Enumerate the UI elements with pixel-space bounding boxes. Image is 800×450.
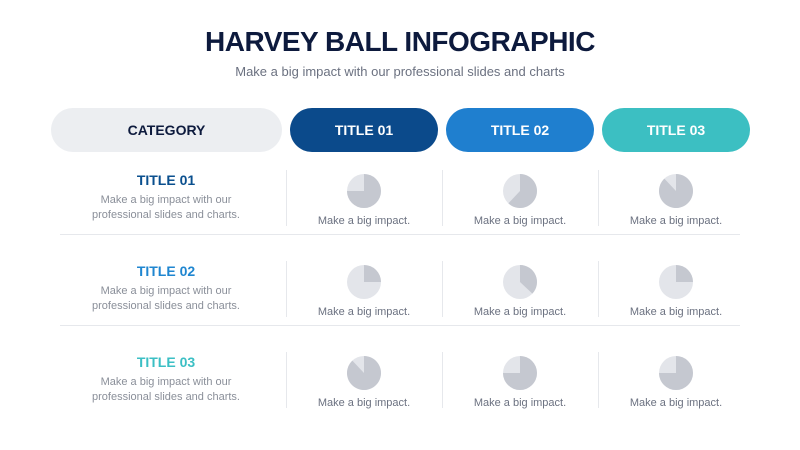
column-divider bbox=[598, 170, 599, 226]
ball-fill bbox=[659, 174, 693, 209]
ball-fill bbox=[346, 356, 382, 390]
column-divider bbox=[442, 170, 443, 226]
column-divider bbox=[286, 352, 287, 408]
column-divider bbox=[598, 261, 599, 317]
cell-label: Make a big impact. bbox=[317, 306, 411, 318]
ball-fill bbox=[659, 356, 693, 390]
row-description: Make a big impact with our professional … bbox=[92, 194, 240, 221]
row-title: TITLE 02 bbox=[136, 263, 196, 279]
cell-label: Make a big impact. bbox=[317, 215, 411, 227]
title: HARVEY BALL INFOGRAPHIC bbox=[205, 26, 595, 57]
row-title: TITLE 01 bbox=[136, 172, 196, 188]
subtitle: Make a big impact with our professional … bbox=[235, 64, 565, 79]
ball-fill bbox=[508, 174, 537, 208]
cell-label: Make a big impact. bbox=[629, 306, 723, 318]
row-description: Make a big impact with our professional … bbox=[92, 376, 240, 403]
row-description: Make a big impact with our professional … bbox=[92, 285, 240, 312]
cell-label: Make a big impact. bbox=[629, 215, 723, 227]
category-header: CATEGORY bbox=[51, 108, 282, 152]
column-header: TITLE 03 bbox=[602, 108, 750, 152]
column-header: TITLE 01 bbox=[290, 108, 438, 152]
ball-fill bbox=[520, 265, 538, 294]
column-divider bbox=[598, 352, 599, 408]
cell-label: Make a big impact. bbox=[317, 397, 411, 409]
row-title: TITLE 03 bbox=[136, 354, 196, 370]
cell-label: Make a big impact. bbox=[473, 397, 567, 409]
column-divider bbox=[286, 261, 287, 317]
column-divider bbox=[286, 170, 287, 226]
column-divider bbox=[442, 261, 443, 317]
cell-label: Make a big impact. bbox=[629, 397, 723, 409]
ball-fill bbox=[364, 265, 381, 282]
row-divider bbox=[60, 234, 740, 235]
cell-label: Make a big impact. bbox=[473, 215, 567, 227]
column-divider bbox=[442, 352, 443, 408]
column-header: TITLE 02 bbox=[446, 108, 594, 152]
ball-fill bbox=[503, 356, 537, 390]
cell-label: Make a big impact. bbox=[473, 306, 567, 318]
ball-fill bbox=[676, 265, 693, 282]
ball-fill bbox=[347, 174, 381, 208]
row-divider bbox=[60, 325, 740, 326]
